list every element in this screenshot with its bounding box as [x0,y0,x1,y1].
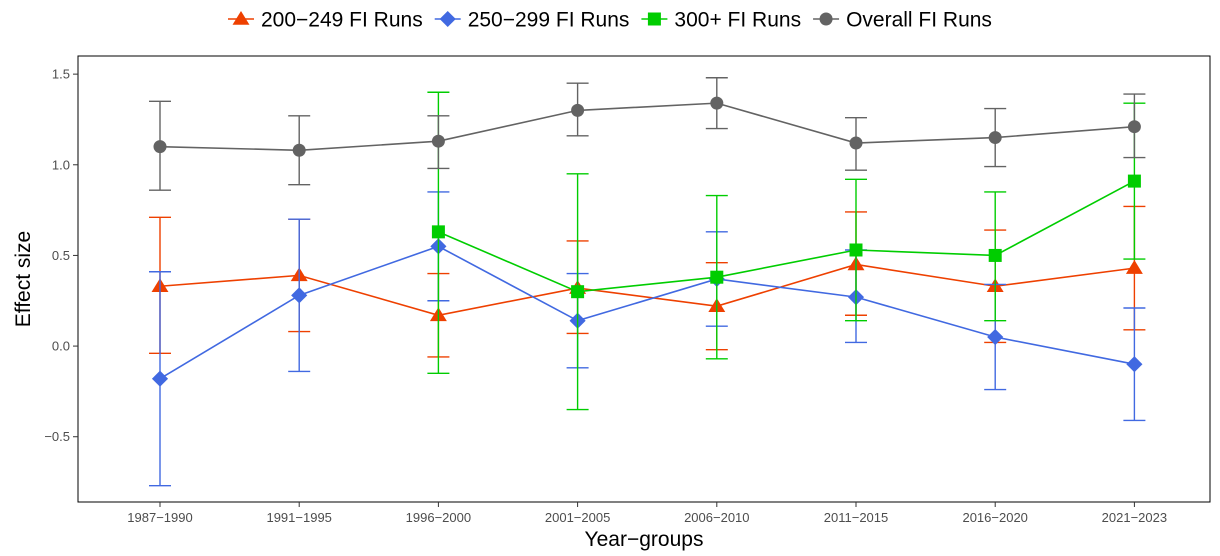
legend-label: 300+ FI Runs [674,9,801,32]
legend-item: 200−249 FI Runs [228,9,423,32]
x-tick-label: 1991−1995 [266,510,331,525]
y-tick-label: −0.5 [44,429,70,444]
series-line [160,103,1134,150]
y-axis: −0.5 0.0 0.5 1.0 1.5 [44,67,78,445]
y-axis-title: Effect size [12,231,35,328]
x-tick-label: 2006−2010 [684,510,749,525]
legend-label: Overall FI Runs [846,9,992,32]
x-axis-title: Year−groups [585,528,704,551]
data-point [293,144,306,157]
legend-key-marker [233,11,250,25]
legend-item: 250−299 FI Runs [435,9,630,32]
legend-label: 250−299 FI Runs [468,9,630,32]
data-point [710,97,723,110]
data-point [1128,175,1141,188]
x-tick-label: 2016−2020 [962,510,1027,525]
data-point [989,249,1002,262]
series-4 [149,78,1145,190]
data-point [1128,120,1141,133]
x-tick-label: 2001−2005 [545,510,610,525]
y-tick-label: 1.0 [52,157,70,172]
data-point [710,271,723,284]
series-3 [427,92,1145,409]
data-point [850,243,863,256]
y-tick-label: 0.5 [52,248,70,263]
legend-label: 200−249 FI Runs [261,9,423,32]
series-2 [149,192,1145,486]
legend-key-marker [648,13,661,26]
series-line [438,181,1134,292]
data-point [154,140,167,153]
data-point [152,371,168,387]
data-point [432,135,445,148]
data-point [1126,356,1142,372]
data-point [432,225,445,238]
x-tick-label: 1987−1990 [127,510,192,525]
x-axis: 1987−1990 1991−1995 1996−2000 2001−2005 2006… [127,502,1167,525]
data-point [571,104,584,117]
x-tick-label: 2011−2015 [824,510,888,525]
y-tick-label: 1.5 [52,67,70,82]
y-tick-label: 0.0 [52,339,70,354]
series-line [160,246,1134,378]
x-tick-label: 1996−2000 [406,510,471,525]
data-point [989,131,1002,144]
legend: 200−249 FI Runs 250−299 FI Runs 300+ FI Ru… [228,9,992,32]
legend-item: Overall FI Runs [813,9,992,32]
legend-key-marker [820,13,833,26]
data-point [1126,260,1143,274]
data-point [291,287,307,303]
legend-item: 300+ FI Runs [641,9,801,32]
data-point [571,285,584,298]
data-point [850,137,863,150]
x-tick-label: 2021−2023 [1102,510,1167,525]
legend-key-marker [440,11,456,27]
series-layer [149,78,1145,486]
